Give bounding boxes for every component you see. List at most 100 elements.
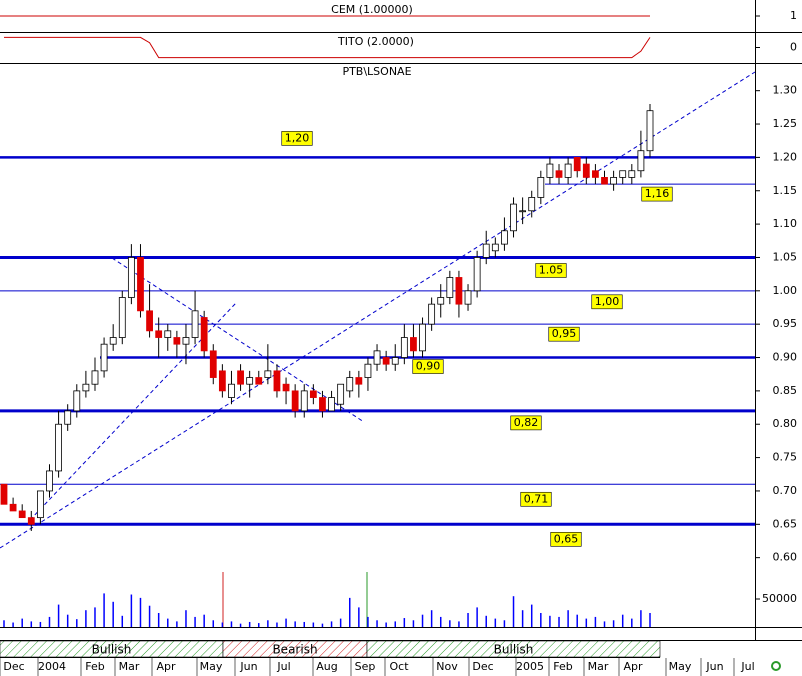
level-label-box	[550, 532, 582, 547]
x-tick-label: Nov	[436, 660, 458, 673]
candle-body	[346, 377, 354, 392]
candle-body	[127, 257, 135, 298]
candle-body	[155, 330, 163, 338]
y-tick-label: 0.90	[773, 351, 798, 364]
candle-body	[464, 290, 472, 305]
candle-body	[592, 170, 599, 178]
level-label-box	[281, 131, 313, 146]
x-tick-label: Apr	[623, 660, 643, 673]
candle-body	[27, 517, 35, 525]
candle-body	[36, 490, 44, 519]
frame	[0, 0, 802, 658]
level-label: 1.05	[539, 263, 564, 276]
cem-title: CEM (1.00000)	[331, 3, 413, 16]
signal-label: Bearish	[272, 643, 317, 657]
level-label-box	[412, 359, 444, 374]
level-label-box	[548, 326, 580, 342]
y-tick-label: 0	[790, 41, 797, 54]
x-tick-label: Jun	[705, 660, 723, 673]
y-tick-label: 0.85	[773, 384, 798, 397]
candle-body	[73, 390, 81, 412]
candle-body	[555, 170, 563, 178]
candle-body	[628, 170, 636, 178]
candle-body	[46, 470, 53, 492]
candle-body	[510, 203, 517, 232]
candle-body	[437, 297, 445, 305]
level-label-box	[535, 263, 567, 278]
level-label-box	[520, 491, 552, 507]
y-tick-label: 0.95	[773, 317, 798, 330]
candle-body	[309, 390, 317, 398]
candle-body	[546, 163, 554, 178]
candle-body	[255, 377, 263, 385]
x-tick-label: Jun	[239, 660, 257, 673]
y-tick-label: 0.60	[773, 551, 798, 564]
x-tick-label: Feb	[85, 660, 104, 673]
candle-body	[237, 370, 244, 385]
y-tick-label: 1.10	[773, 217, 798, 230]
candle-body	[91, 370, 99, 385]
x-tick-label: Apr	[156, 660, 176, 673]
candle-body	[573, 156, 581, 172]
candle-body	[537, 177, 545, 198]
level-label-box	[510, 415, 542, 431]
candle-body	[501, 230, 508, 245]
candle-body	[582, 163, 590, 178]
candle-body	[400, 337, 408, 358]
candle-body	[482, 243, 490, 258]
candle-body	[528, 197, 536, 212]
candle-body	[164, 330, 172, 338]
x-tick-label: May	[200, 660, 223, 673]
candle-body	[491, 243, 499, 252]
tito-title: TITO (2.0000)	[337, 35, 414, 48]
candle-body	[646, 110, 654, 152]
level-label: 1,16	[645, 187, 670, 200]
x-tick-label: Dec	[3, 660, 24, 673]
x-tick-label: Jul	[740, 660, 754, 673]
candle-body	[200, 317, 208, 352]
y-tick-label: 1.25	[773, 117, 798, 130]
candle-body	[9, 503, 17, 512]
y-tick-label: 1	[790, 9, 797, 22]
y-tick-label: 0.80	[773, 417, 798, 430]
x-tick-label: Jul	[276, 660, 290, 673]
candle-body	[137, 257, 144, 312]
candle-body	[100, 343, 108, 372]
y-tick-label: 0.65	[773, 517, 798, 530]
candle-body	[355, 377, 363, 385]
level-label: 0,65	[554, 532, 579, 545]
candle-body	[637, 150, 645, 172]
level-label: 1,00	[595, 295, 620, 308]
candle-body	[446, 277, 454, 298]
candle-body	[601, 177, 608, 185]
candle-body	[391, 357, 399, 365]
level-label: 0,71	[524, 492, 549, 505]
candle-body	[619, 170, 627, 178]
level-label-box	[641, 186, 673, 202]
candle-body	[282, 383, 290, 392]
candle-body	[319, 397, 326, 412]
x-tick-label: Mar	[119, 660, 140, 673]
candle-body	[373, 350, 381, 365]
x-tick-label: Sep	[355, 660, 376, 673]
status-icon	[771, 661, 781, 671]
candle-body	[173, 337, 181, 345]
x-tick-label: Aug	[316, 660, 337, 673]
x-tick-label: Feb	[553, 660, 572, 673]
candle-body	[82, 383, 90, 392]
y-tick-label: 1.05	[773, 250, 798, 263]
y-tick-label: 1.00	[773, 284, 798, 297]
candle-body	[291, 390, 299, 412]
candle-body	[118, 297, 126, 338]
tito-line	[4, 36, 651, 59]
candle-body	[410, 337, 417, 352]
candle-body	[337, 383, 345, 405]
y-tick-label: 1.20	[773, 150, 798, 163]
x-tick-label: Mar	[588, 660, 609, 673]
candle-body	[228, 383, 235, 398]
x-tick-label: 2004	[38, 660, 66, 673]
level-label-box	[591, 294, 623, 310]
candle-body	[218, 370, 226, 392]
x-tick-label: Dec	[472, 660, 493, 673]
